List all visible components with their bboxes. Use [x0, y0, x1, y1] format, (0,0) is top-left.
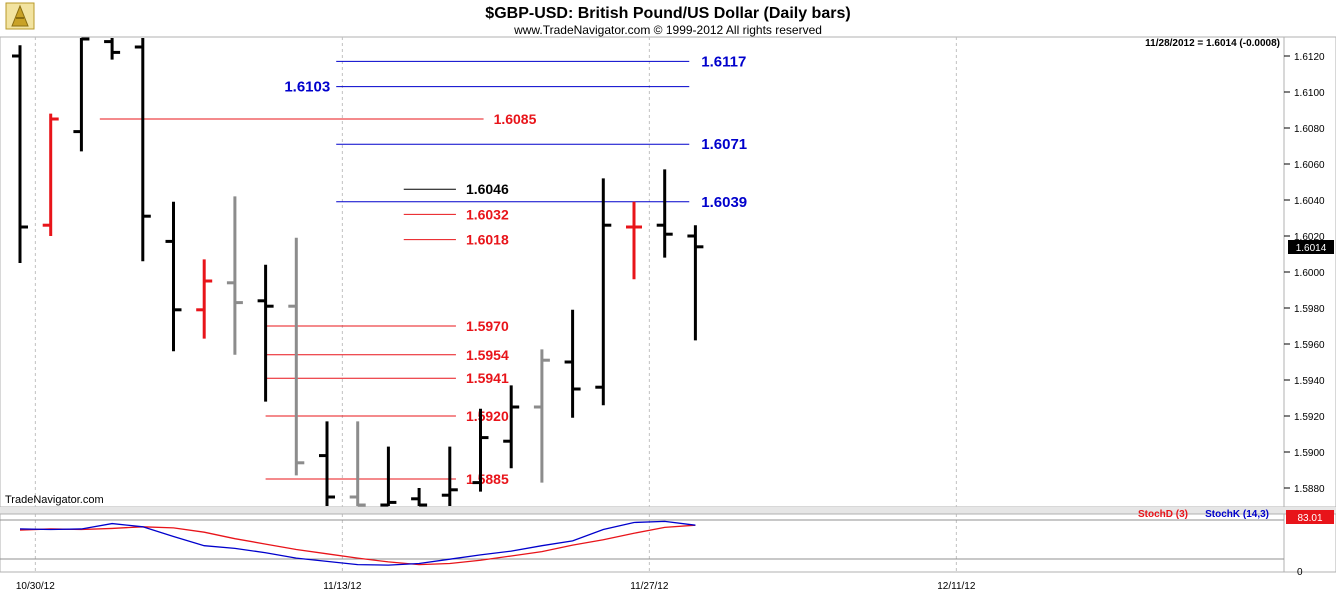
last-price-marker: 1.6014 — [1288, 240, 1334, 254]
stochk-line — [19, 520, 696, 566]
y-tick-label: 1.6080 — [1294, 124, 1325, 135]
stoch-last-value-label: 83.01 — [1297, 513, 1322, 524]
y-tick-label: 1.6060 — [1294, 160, 1325, 171]
ohlc-bar — [257, 264, 274, 402]
stochd-line — [19, 524, 696, 566]
ohlc-bar — [196, 259, 213, 339]
ohlc-bar — [226, 196, 243, 355]
level-label: 1.6103 — [284, 79, 330, 96]
ohlc-bar — [380, 446, 397, 507]
ohlc-bar — [42, 113, 59, 236]
level-label: 1.6039 — [701, 194, 747, 211]
x-tick-label: 12/11/12 — [937, 581, 976, 592]
level-label: 1.6032 — [466, 206, 509, 222]
ohlc-bar — [626, 201, 642, 280]
ohlc-bar — [687, 225, 704, 341]
y-tick-label: 1.6020 — [1294, 232, 1325, 243]
price-panel — [0, 36, 1285, 508]
y-tick-label: 1.6000 — [1294, 268, 1325, 279]
chart-title: $GBP-USD: British Pound/US Dollar (Daily… — [485, 5, 850, 22]
status-readout: 11/28/2012 = 1.6014 (-0.0008) — [1145, 38, 1280, 49]
ohlc-bar — [472, 408, 489, 492]
app-logo-icon — [5, 2, 35, 30]
y-tick-label: 1.6040 — [1294, 196, 1325, 207]
level-label: 1.5970 — [466, 318, 509, 334]
stoch-last-value-marker: 83.01 — [1286, 510, 1334, 524]
ohlc-bar — [411, 488, 428, 507]
y-tick-label: 1.5880 — [1294, 484, 1325, 495]
ohlc-bar — [656, 169, 673, 258]
x-tick-label: 10/30/12 — [16, 581, 55, 592]
stoch-axis-tick: 0 — [1297, 567, 1303, 578]
level-label: 1.6085 — [494, 111, 537, 127]
level-label: 1.5920 — [466, 408, 509, 424]
ohlc-bar — [319, 421, 335, 506]
level-label: 1.5954 — [466, 347, 509, 363]
legend-stochd: StochD (3) — [1138, 509, 1188, 520]
y-tick-label: 1.5900 — [1294, 448, 1325, 459]
level-label: 1.5885 — [466, 471, 509, 487]
ohlc-bar — [441, 446, 458, 506]
x-tick-label: 11/13/12 — [323, 581, 362, 592]
y-tick-label: 1.6100 — [1294, 88, 1325, 99]
chart-subtitle: www.TradeNavigator.com © 1999-2012 All r… — [513, 23, 822, 37]
ohlc-bar — [564, 309, 581, 418]
vertical-gridlines — [34, 37, 957, 572]
legend-stochk: StochK (14,3) — [1205, 509, 1269, 520]
ohlc-bar — [503, 385, 520, 469]
ohlc-bar — [104, 38, 121, 60]
price-axis-panel — [1283, 36, 1336, 508]
level-label: 1.6071 — [701, 136, 747, 153]
y-axis: 1.61201.61001.60801.60601.60401.60201.60… — [1284, 52, 1325, 495]
ohlc-bar — [533, 349, 550, 483]
stochastic-lines — [19, 520, 696, 566]
x-axis: 10/30/12 11/13/12 11/27/12 12/11/12 — [16, 581, 976, 592]
y-tick-label: 1.6120 — [1294, 52, 1325, 63]
ohlc-bar — [134, 38, 151, 262]
ohlc-bar — [288, 237, 305, 476]
level-label: 1.6117 — [701, 53, 746, 70]
ohlc-bar — [12, 45, 28, 263]
watermark-text: TradeNavigator.com — [5, 494, 104, 506]
level-label: 1.5941 — [466, 370, 509, 386]
panel-separator — [0, 507, 1336, 514]
y-tick-label: 1.5920 — [1294, 412, 1325, 423]
y-tick-label: 1.5980 — [1294, 304, 1325, 315]
ohlc-bar — [595, 178, 612, 406]
last-price-label: 1.6014 — [1296, 243, 1327, 254]
ohlc-bar — [349, 421, 366, 507]
ohlc-bar — [73, 37, 90, 152]
level-label: 1.6018 — [466, 232, 509, 248]
x-tick-label: 11/27/12 — [630, 581, 669, 592]
y-tick-label: 1.5940 — [1294, 376, 1325, 387]
ohlc-bar — [165, 201, 182, 352]
ohlc-bars — [12, 37, 704, 507]
y-tick-label: 1.5960 — [1294, 340, 1325, 351]
level-label: 1.6046 — [466, 181, 509, 197]
price-levels: 1.6117 1.6103 1.6085 1.6071 1.6046 1.6039 1.60… — [99, 53, 747, 487]
